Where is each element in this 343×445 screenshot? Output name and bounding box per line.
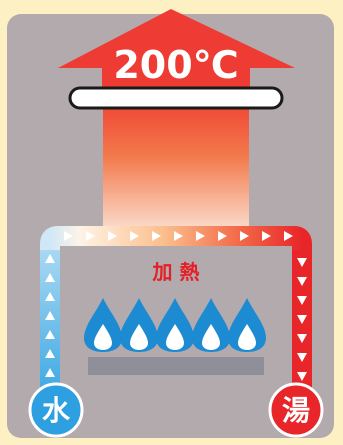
gas-flame-icon bbox=[228, 298, 266, 352]
heat-exchanger-bar bbox=[68, 86, 284, 110]
triangle-arrow-icon bbox=[108, 231, 117, 241]
triangle-arrow-icon bbox=[218, 231, 227, 241]
triangle-arrow-icon bbox=[130, 231, 139, 241]
hot-water-outlet-label: 湯 bbox=[282, 394, 310, 427]
triangle-arrow-icon bbox=[64, 231, 73, 241]
hot-water-outlet-badge bbox=[268, 382, 324, 438]
gas-flame-icon bbox=[120, 298, 158, 352]
up-arrow-icon bbox=[58, 9, 295, 92]
triangle-arrow-icon bbox=[45, 311, 55, 320]
gas-flame-icon bbox=[192, 298, 230, 352]
heat-column bbox=[103, 90, 249, 238]
triangle-arrow-icon bbox=[174, 231, 183, 241]
flame-group bbox=[84, 298, 266, 352]
triangle-arrow-icon bbox=[262, 231, 271, 241]
triangle-arrow-icon bbox=[284, 231, 293, 241]
triangle-arrow-icon bbox=[297, 334, 307, 343]
triangle-arrow-icon bbox=[45, 254, 55, 263]
water-inlet-label: 水 bbox=[42, 394, 71, 427]
triangle-arrow-icon bbox=[45, 273, 55, 282]
triangle-arrow-icon bbox=[297, 277, 307, 286]
triangle-arrow-icon bbox=[297, 296, 307, 305]
triangle-arrow-icon bbox=[240, 231, 249, 241]
triangle-arrow-icon bbox=[297, 353, 307, 362]
temperature-label: 200℃ bbox=[113, 43, 238, 87]
triangle-arrow-icon bbox=[86, 231, 95, 241]
gas-flame-icon bbox=[156, 298, 194, 352]
water-inlet-badge bbox=[28, 382, 84, 438]
triangle-arrow-icon bbox=[45, 292, 55, 301]
heating-label: 加 熱 bbox=[152, 260, 200, 284]
triangle-arrow-icon bbox=[297, 372, 307, 381]
triangle-arrow-icon bbox=[297, 258, 307, 267]
burner-plate bbox=[88, 357, 264, 375]
hot-water-pipe bbox=[292, 250, 312, 400]
triangle-arrow-icon bbox=[45, 368, 55, 377]
triangle-arrow-icon bbox=[45, 330, 55, 339]
flow-arrows bbox=[45, 231, 307, 396]
triangle-arrow-icon bbox=[45, 349, 55, 358]
cold-water-pipe bbox=[40, 250, 60, 400]
triangle-arrow-icon bbox=[152, 231, 161, 241]
triangle-arrow-icon bbox=[196, 231, 205, 241]
gas-flame-icon bbox=[84, 298, 122, 352]
triangle-arrow-icon bbox=[297, 315, 307, 324]
